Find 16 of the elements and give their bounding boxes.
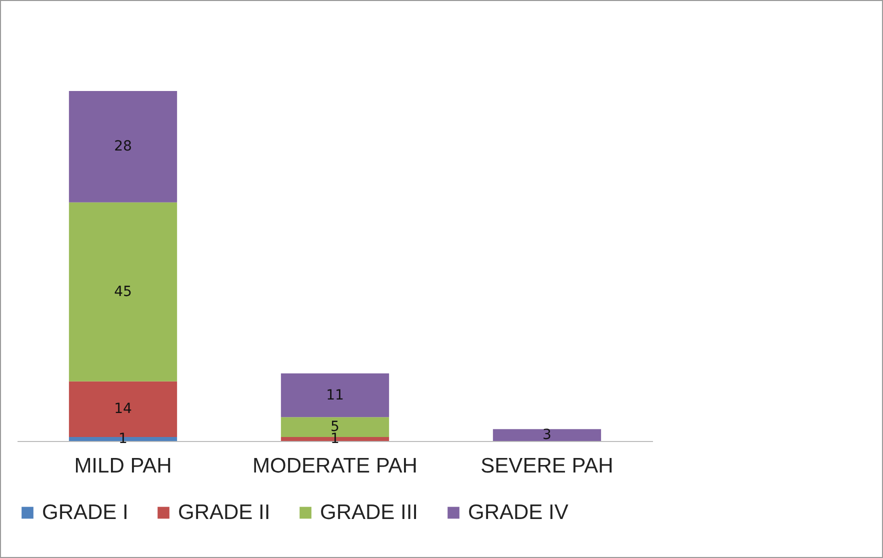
data-label: 45 bbox=[114, 284, 132, 300]
x-tick-label: MILD PAH bbox=[74, 454, 172, 478]
bar bbox=[492, 429, 602, 441]
x-tick-label: SEVERE PAH bbox=[480, 454, 614, 478]
legend-label: GRADE I bbox=[42, 500, 128, 524]
data-label: 3 bbox=[542, 427, 552, 444]
data-label: 11 bbox=[326, 387, 344, 404]
bar bbox=[68, 91, 178, 202]
legend-label: GRADE III bbox=[320, 500, 418, 524]
x-tick-label: MODERATE PAH bbox=[252, 454, 418, 478]
bar bbox=[280, 373, 390, 418]
legend-label: GRADE IV bbox=[468, 500, 568, 524]
data-label: 28 bbox=[114, 138, 132, 155]
bar bbox=[68, 202, 178, 382]
legend-label: GRADE II bbox=[178, 500, 270, 524]
data-label: 14 bbox=[114, 401, 132, 418]
